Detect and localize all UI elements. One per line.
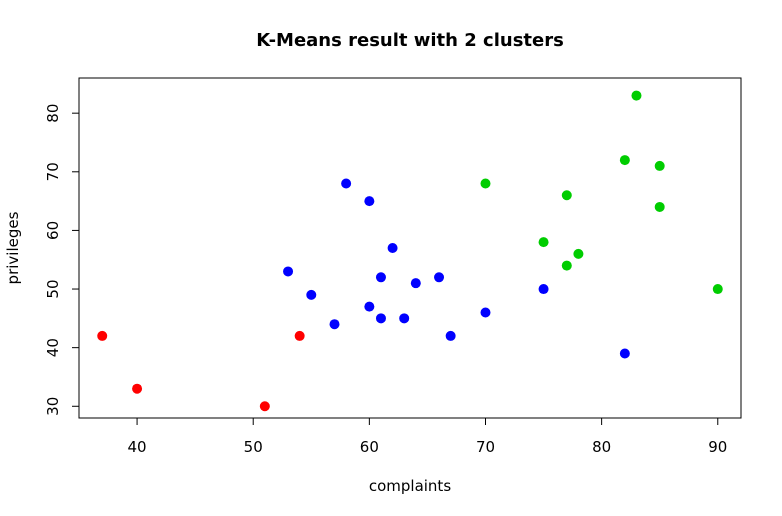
y-tick-label: 80 (44, 104, 62, 123)
x-tick-label: 40 (128, 438, 147, 456)
data-point (387, 243, 398, 253)
data-point (619, 348, 630, 359)
data-point (631, 90, 642, 101)
data-point (561, 260, 572, 271)
x-axis: 40 50 60 70 80 90 (128, 417, 727, 456)
data-point (561, 190, 572, 201)
data-point (283, 266, 294, 277)
y-tick-label: 50 (44, 279, 62, 298)
data-point (573, 248, 584, 259)
x-tick-label: 60 (360, 438, 379, 456)
data-point (399, 313, 410, 324)
chart-title: K-Means result with 2 clusters (256, 30, 564, 51)
data-point (306, 289, 317, 300)
y-axis: 30 40 50 60 70 80 (44, 104, 80, 416)
y-tick-label: 30 (44, 397, 62, 416)
data-point (434, 272, 445, 283)
data-point (259, 401, 270, 412)
data-point (132, 383, 143, 394)
data-point (619, 155, 630, 166)
plot-frame (78, 77, 742, 419)
y-tick-label: 70 (44, 162, 62, 181)
data-point (480, 178, 491, 189)
x-tick-label: 50 (244, 438, 263, 456)
data-point (538, 284, 549, 295)
data-point (364, 301, 375, 312)
data-points (97, 90, 723, 412)
data-point (445, 330, 456, 341)
data-point (294, 330, 305, 341)
data-point (654, 160, 665, 171)
data-point (712, 284, 723, 295)
data-point (329, 319, 340, 330)
data-point (654, 201, 665, 212)
data-point (410, 278, 421, 289)
data-point (375, 272, 386, 283)
y-tick-label: 60 (44, 221, 62, 240)
data-point (375, 313, 386, 324)
data-point (538, 237, 549, 248)
y-axis-label: privileges (4, 211, 22, 284)
x-axis-label: complaints (369, 477, 451, 495)
data-point (364, 196, 375, 207)
x-tick-label: 70 (476, 438, 495, 456)
data-point (480, 307, 491, 318)
y-tick-label: 40 (44, 338, 62, 357)
data-point (341, 178, 352, 189)
x-tick-label: 80 (592, 438, 611, 456)
x-tick-label: 90 (708, 438, 727, 456)
data-point (97, 330, 108, 341)
